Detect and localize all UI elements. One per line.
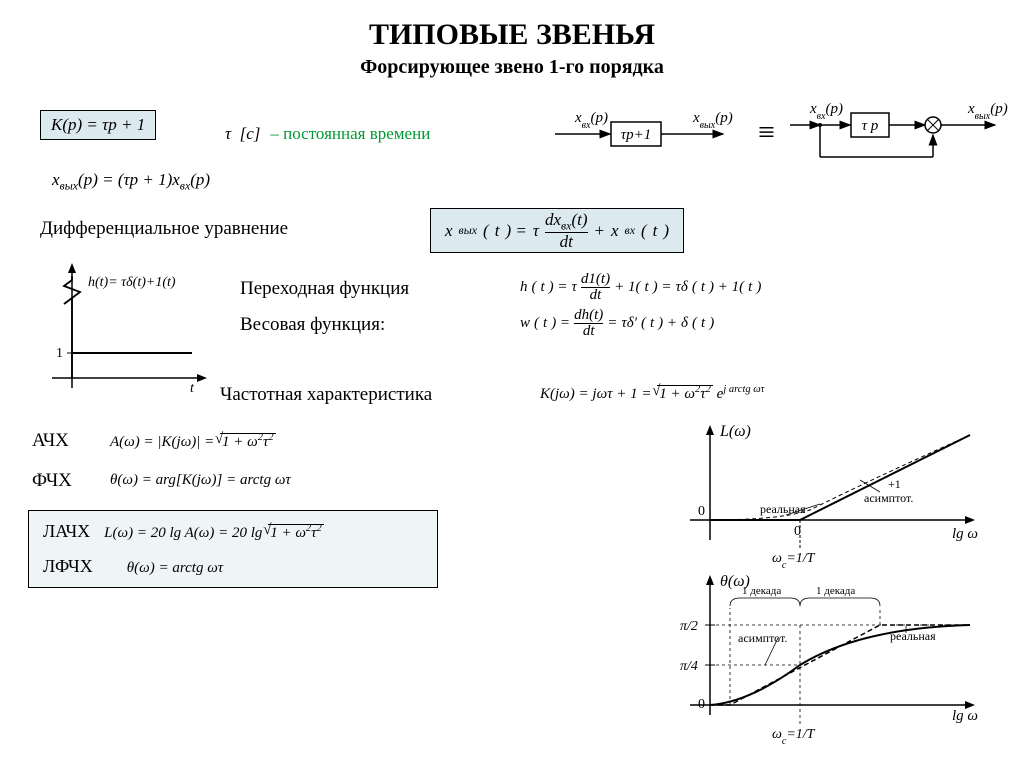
svg-text:реальная: реальная (760, 502, 806, 516)
lfchh-label: ЛФЧХ (43, 556, 93, 576)
svg-text:асимптот.: асимптот. (864, 491, 913, 505)
step-equation: h(t) = τ d1(t) dt + 1(t) = τδ(t) + 1(t) (520, 272, 761, 303)
svg-text:1 декада: 1 декада (742, 585, 781, 597)
svg-text:τ p: τ p (862, 118, 879, 134)
svg-text:0: 0 (698, 504, 705, 519)
bode-magnitude-plot: L(ω) lg ω 0 0 ωc=1/T реальная +1 асимпто… (670, 420, 990, 570)
fchh-equation: θ(ω) = arg[K(jω)] = arctg ωτ (110, 472, 291, 489)
svg-text:реальная: реальная (890, 629, 936, 643)
svg-text:0: 0 (698, 697, 705, 712)
log-characteristics-box: ЛАЧХ L(ω) = 20 lg A(ω) = 20 lg √1 + ω2τ2… (28, 510, 438, 588)
svg-text:ωc=1/T: ωc=1/T (772, 551, 816, 571)
block-diagram-parallel: xвх(p) τ p xвых(p) (790, 95, 1000, 170)
achh-equation: A(ω) = |K(jω)| = √1 + ω2τ2 (110, 432, 276, 451)
transfer-function-box: K(p) = τp + 1 (40, 110, 156, 140)
svg-text:1 декада: 1 декада (816, 585, 855, 597)
weight-label: Весовая функция: (240, 314, 385, 335)
lfchh-equation: θ(ω) = arctg ωτ (127, 560, 223, 576)
step-label: Переходная функция (240, 278, 409, 299)
svg-text:t: t (190, 381, 195, 396)
svg-text:асимптот.: асимптот. (738, 631, 787, 645)
svg-text:xвх(p): xвх(p) (809, 101, 843, 122)
svg-text:π/2: π/2 (680, 619, 698, 634)
freq-label: Частотная характеристика (220, 384, 432, 405)
svg-text:h(t)= τδ(t)+1(t): h(t)= τδ(t)+1(t) (88, 275, 176, 290)
equiv-sign: ≡ (758, 116, 775, 150)
step-response-graph: 1 t h(t)= τδ(t)+1(t) (42, 258, 212, 408)
svg-text:π/4: π/4 (680, 659, 698, 674)
svg-text:L(ω): L(ω) (719, 423, 751, 440)
svg-text:lg ω: lg ω (952, 526, 978, 542)
achh-label: АЧХ (32, 430, 69, 451)
svg-text:xвых(p): xвых(p) (967, 101, 1008, 122)
freq-equation: K(jω) = jωτ + 1 = √1 + ω2τ2 ej arctg ωτ (540, 384, 764, 403)
weight-equation: w(t) = dh(t) dt = τδ′(t) + δ(t) (520, 308, 714, 339)
lachh-equation: L(ω) = 20 lg A(ω) = 20 lg √1 + ω2τ2 (104, 525, 324, 541)
page-subtitle: Форсирующее звено 1-го порядка (30, 56, 994, 79)
svg-text:lg ω: lg ω (952, 708, 978, 724)
tau-description: – постоянная времени (270, 124, 430, 143)
svg-text:+1: +1 (888, 477, 901, 491)
diff-equation-box: xвых(t) = τ dxвх(t) dt + xвх(t) (430, 208, 684, 253)
diff-label: Дифференциальное уравнение (40, 218, 288, 239)
svg-text:ωc=1/T: ωc=1/T (772, 727, 816, 747)
svg-text:1: 1 (56, 346, 63, 361)
bode-phase-plot: θ(ω) lg ω 0 π/2 π/4 ωc=1/T 1 декада 1 де… (670, 570, 990, 740)
lachh-label: ЛАЧХ (43, 521, 90, 541)
block-diagram-single: xвх(p) τp+1 xвых(p) (555, 108, 740, 154)
svg-text:xвх(p): xвх(p) (574, 110, 608, 131)
io-equation: xвых(p) = (τp + 1)xвх(p) (52, 170, 210, 193)
fchh-label: ФЧХ (32, 470, 72, 491)
svg-text:τp+1: τp+1 (621, 127, 652, 143)
tau-symbol: τ [c] (225, 124, 260, 143)
svg-text:xвых(p): xвых(p) (692, 110, 733, 131)
page-title: ТИПОВЫЕ ЗВЕНЬЯ (30, 18, 994, 52)
